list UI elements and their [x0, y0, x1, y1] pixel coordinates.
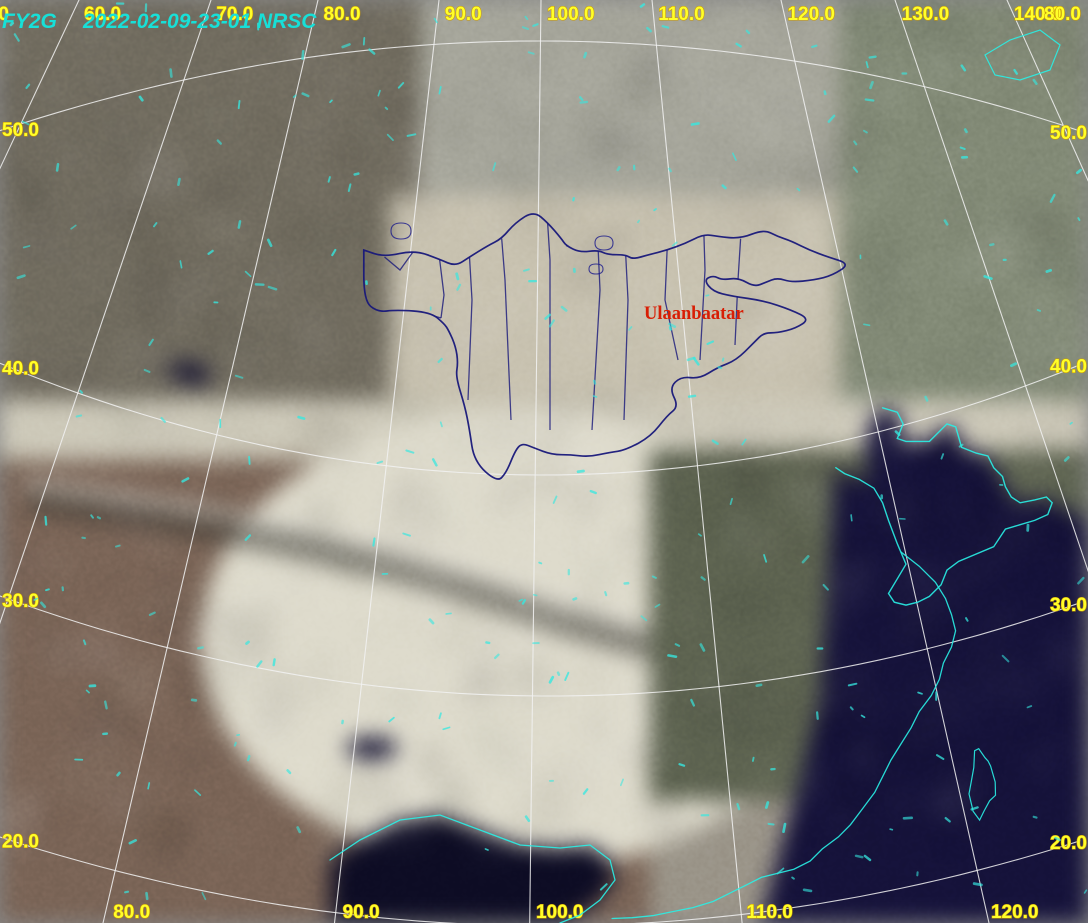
- svg-text:20.0: 20.0: [2, 832, 39, 853]
- svg-text:110.0: 110.0: [746, 902, 793, 923]
- svg-text:120.0: 120.0: [787, 4, 835, 25]
- svg-text:50.0: 50.0: [2, 120, 39, 141]
- svg-text:80.0: 80.0: [113, 902, 150, 923]
- svg-text:2022-02-09-23-01 NRSC: 2022-02-09-23-01 NRSC: [82, 10, 317, 33]
- svg-text:50.0: 50.0: [1050, 123, 1087, 144]
- svg-text:FY2G: FY2G: [2, 10, 57, 33]
- svg-text:80.0: 80.0: [324, 4, 361, 25]
- svg-text:100.0: 100.0: [547, 4, 595, 25]
- svg-text:30.0: 30.0: [2, 591, 39, 612]
- svg-text:Ulaanbaatar: Ulaanbaatar: [644, 304, 744, 324]
- svg-text:90.0: 90.0: [445, 4, 482, 25]
- svg-text:80.0: 80.0: [1044, 4, 1081, 25]
- svg-text:20.0: 20.0: [1050, 833, 1087, 854]
- svg-text:90.0: 90.0: [343, 902, 380, 923]
- svg-text:40.0: 40.0: [2, 359, 39, 380]
- svg-text:40.0: 40.0: [1050, 357, 1087, 378]
- svg-text:120.0: 120.0: [991, 902, 1039, 923]
- svg-text:110.0: 110.0: [658, 4, 705, 25]
- svg-text:100.0: 100.0: [536, 902, 584, 923]
- svg-text:30.0: 30.0: [1050, 595, 1087, 616]
- svg-text:130.0: 130.0: [902, 4, 950, 25]
